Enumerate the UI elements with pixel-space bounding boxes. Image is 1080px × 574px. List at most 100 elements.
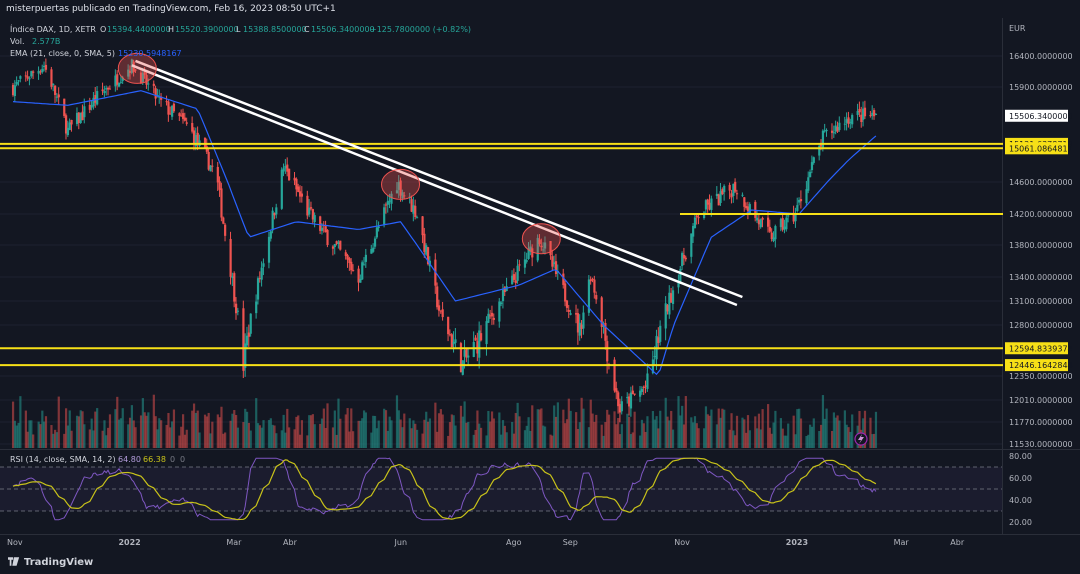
- volume-bar: [145, 415, 148, 448]
- volume-bar: [591, 413, 594, 448]
- touch-point-circle: [521, 223, 561, 255]
- candle-body: [44, 64, 48, 70]
- candle-body: [646, 373, 649, 389]
- volume-bar: [17, 422, 20, 448]
- volume-bar: [101, 430, 104, 448]
- candle-body: [92, 97, 95, 107]
- candle-body: [536, 237, 539, 261]
- volume-bar: [512, 433, 516, 448]
- candle-body: [613, 359, 616, 391]
- candle-body: [335, 241, 338, 244]
- candle-body: [275, 207, 278, 215]
- volume-bar: [158, 418, 161, 448]
- volume-bar: [55, 432, 59, 448]
- volume-bar: [501, 420, 505, 448]
- volume-bar: [13, 420, 16, 448]
- volume-bar: [434, 402, 437, 448]
- volume-bar: [514, 413, 517, 448]
- level-price-label: 12594.8339374: [1009, 344, 1073, 353]
- candle-body: [774, 226, 777, 240]
- candle-body: [770, 232, 773, 240]
- volume-bar: [103, 420, 106, 448]
- last-price-label: 15506.3400000: [1009, 112, 1073, 121]
- volume-bar: [412, 420, 415, 448]
- volume-bar: [807, 434, 810, 448]
- volume-bar: [710, 409, 713, 448]
- candle-body: [280, 169, 283, 209]
- volume-bar: [280, 430, 283, 448]
- volume-bar: [640, 419, 644, 448]
- candle-body: [845, 119, 848, 123]
- candle-body: [465, 349, 468, 358]
- candle-body: [869, 115, 872, 117]
- volume-bar: [542, 425, 545, 448]
- candle-body: [732, 183, 735, 196]
- candle-body: [874, 113, 878, 115]
- price-chart[interactable]: 15121.637871915061.086481712594.83393741…: [0, 18, 1080, 552]
- candle-body: [794, 214, 797, 222]
- candle-body: [139, 72, 143, 84]
- volume-bar: [298, 434, 302, 448]
- candle-body: [90, 105, 93, 108]
- volume-bar: [615, 424, 618, 448]
- volume-bar: [717, 408, 720, 448]
- candle-body: [823, 130, 826, 132]
- lightning-glyph: [858, 434, 864, 444]
- candle-body: [306, 195, 309, 216]
- volume-bar: [209, 433, 212, 448]
- candle-body: [642, 386, 645, 388]
- tradingview-logo[interactable]: TradingView: [8, 557, 93, 568]
- volume-bar: [617, 418, 620, 448]
- level-price-tag: [1005, 359, 1068, 372]
- volume-bar: [32, 434, 35, 448]
- candle-body: [192, 130, 196, 144]
- volume-bar: [335, 434, 338, 448]
- rsi-ma-value: 66.38: [143, 455, 166, 464]
- level-price-label: 15061.0864817: [1009, 144, 1073, 153]
- candle-body: [569, 313, 572, 315]
- volume-bar: [492, 418, 495, 448]
- trendline: [135, 59, 743, 299]
- volume-bar: [180, 426, 183, 448]
- candle-body: [745, 206, 748, 209]
- candle-body: [578, 322, 581, 336]
- time-axis-tick-label: Mar: [894, 538, 910, 547]
- candle-body: [781, 218, 784, 230]
- volume-bar: [847, 427, 850, 448]
- candle-body: [359, 278, 362, 283]
- volume-bar: [90, 418, 93, 448]
- ema-line: [12, 90, 877, 376]
- candle-body: [633, 393, 636, 395]
- candle-body: [631, 390, 634, 395]
- volume-bar: [384, 410, 388, 448]
- candle-body: [169, 113, 172, 115]
- volume-bar: [383, 408, 386, 448]
- candle-body: [487, 313, 490, 323]
- rsi-value: 64.80: [118, 455, 141, 464]
- volume-bar: [203, 414, 207, 448]
- candle-body: [43, 65, 46, 68]
- candle-body: [851, 115, 854, 125]
- candle-body: [779, 219, 782, 228]
- volume-bar: [540, 408, 543, 448]
- candle-body: [370, 248, 373, 254]
- volume-bar: [721, 408, 724, 448]
- candle-body: [288, 168, 291, 181]
- volume-bar: [309, 415, 313, 448]
- volume-bar: [308, 415, 311, 448]
- volume-bar: [313, 424, 316, 448]
- candle-body: [575, 312, 578, 315]
- candle-body: [679, 269, 682, 284]
- candle-body: [284, 165, 287, 169]
- volume-bar: [326, 403, 329, 448]
- candle-body: [595, 295, 598, 300]
- volume-bar: [229, 420, 232, 448]
- volume-bar: [757, 413, 761, 448]
- candle-body: [50, 69, 53, 87]
- volume-bar: [653, 419, 656, 448]
- volume-bar: [410, 428, 413, 448]
- candle-body: [761, 217, 764, 220]
- volume-bar: [50, 425, 53, 448]
- volume-bar: [306, 435, 309, 448]
- volume-bar: [362, 410, 366, 448]
